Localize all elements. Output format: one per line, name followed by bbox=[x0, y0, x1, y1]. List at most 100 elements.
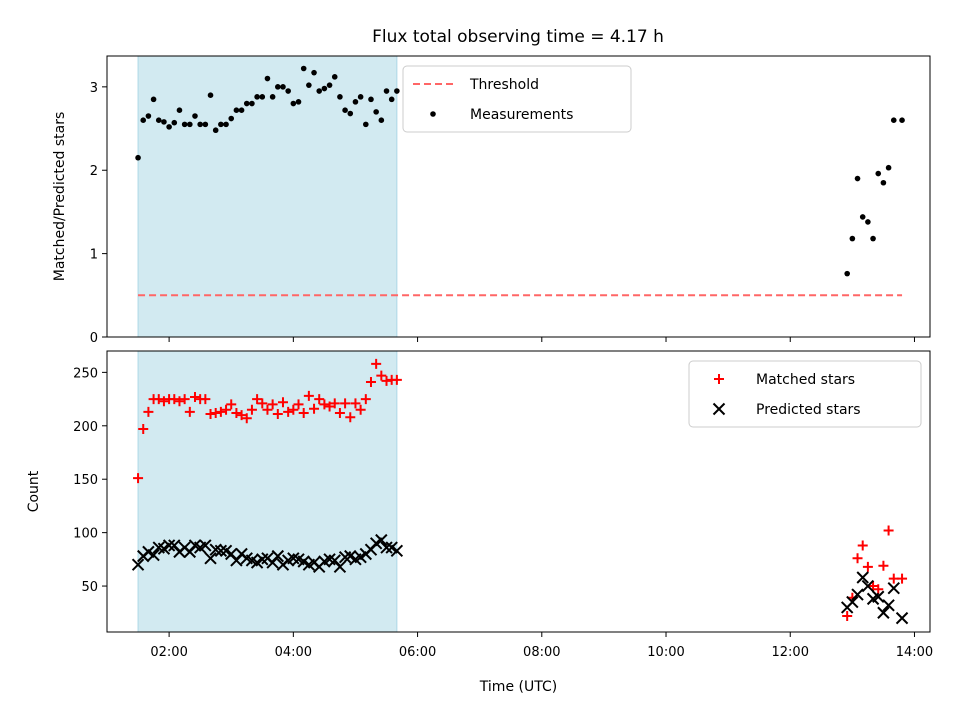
matched-star-point bbox=[857, 540, 868, 551]
predicted-star-point bbox=[846, 595, 859, 609]
measurement-point bbox=[899, 117, 905, 124]
measurement-point bbox=[238, 107, 245, 113]
matched-star-point bbox=[200, 394, 211, 405]
measurement-point bbox=[243, 100, 250, 107]
measurement-point bbox=[306, 82, 312, 88]
legend: Matched stars Predicted stars bbox=[688, 360, 922, 428]
matched-star-point bbox=[345, 412, 356, 423]
y-tick-label: 200 bbox=[73, 420, 98, 435]
series-matched-stars bbox=[133, 358, 908, 621]
measurement-point bbox=[321, 85, 328, 92]
measurement-point bbox=[331, 74, 338, 80]
measurement-point bbox=[259, 94, 266, 100]
measurement-point bbox=[316, 88, 323, 94]
measurement-point bbox=[880, 179, 887, 186]
matched-star-point bbox=[324, 401, 335, 412]
matched-star-point bbox=[143, 406, 154, 417]
predicted-star-point bbox=[877, 606, 890, 619]
predicted-star-point bbox=[856, 571, 869, 584]
matched-star-point bbox=[293, 399, 304, 410]
measurement-point bbox=[197, 121, 203, 128]
matched-star-point bbox=[205, 409, 216, 420]
measurement-point bbox=[212, 127, 219, 134]
matched-star-point bbox=[350, 398, 361, 409]
matched-star-point bbox=[314, 394, 325, 405]
measurement-point bbox=[363, 121, 369, 128]
matched-star-point bbox=[883, 525, 894, 536]
chart-title: Flux total observing time = 4.17 h bbox=[372, 27, 664, 47]
measurement-point bbox=[140, 117, 147, 124]
matched-star-point bbox=[184, 406, 195, 417]
series-predicted-stars bbox=[131, 533, 909, 625]
measurement-point bbox=[192, 113, 198, 119]
matched-star-point bbox=[303, 390, 314, 401]
x-tick-label: 08:00 bbox=[523, 645, 560, 660]
measurement-point bbox=[150, 96, 157, 103]
y-axis-label: Count bbox=[26, 470, 42, 512]
y-tick-label: 250 bbox=[73, 366, 98, 381]
measurement-point bbox=[885, 164, 892, 171]
measurement-point bbox=[378, 117, 385, 124]
measurement-point bbox=[383, 88, 390, 94]
measurement-point bbox=[135, 154, 141, 161]
bottom-panel-star-counts: 50 100 150 200 250 02:00 04:00 06:00 08:00 10:00 1… bbox=[26, 350, 933, 695]
measurement-point bbox=[254, 94, 260, 100]
legend-entry-label: Predicted stars bbox=[756, 402, 861, 418]
measurement-point bbox=[264, 75, 271, 82]
y-axis-label: Matched/Predicted stars bbox=[52, 112, 68, 282]
measurement-point bbox=[337, 94, 343, 100]
matched-star-point bbox=[252, 394, 263, 405]
y-tick-label: 150 bbox=[73, 473, 98, 488]
measurement-point bbox=[228, 115, 235, 122]
measurement-point bbox=[849, 235, 856, 242]
matched-star-point bbox=[174, 396, 185, 407]
predicted-star-point bbox=[380, 541, 393, 554]
measurement-point bbox=[875, 170, 882, 177]
predicted-star-point bbox=[199, 539, 212, 552]
predicted-star-point bbox=[333, 560, 347, 574]
measurement-point bbox=[161, 119, 167, 125]
y-tick-label: 3 bbox=[90, 81, 98, 96]
predicted-star-point bbox=[162, 539, 176, 552]
measurement-point bbox=[181, 121, 188, 128]
measurement-point bbox=[373, 109, 379, 115]
measurement-point bbox=[394, 88, 400, 94]
matched-star-point bbox=[288, 404, 299, 415]
predicted-star-point bbox=[147, 548, 160, 562]
predicted-star-point bbox=[390, 544, 404, 558]
measurement-point bbox=[155, 117, 162, 124]
measurement-point bbox=[890, 117, 897, 124]
predicted-star-point bbox=[214, 544, 228, 558]
matched-star-point bbox=[189, 391, 200, 402]
measurement-point bbox=[388, 96, 395, 103]
matched-star-point bbox=[210, 407, 221, 418]
matched-star-point bbox=[179, 394, 190, 405]
measurement-point bbox=[145, 113, 152, 119]
matched-star-point bbox=[329, 398, 340, 409]
x-tick-label: 12:00 bbox=[772, 645, 809, 660]
measurement-point bbox=[202, 121, 209, 128]
measurement-point bbox=[347, 110, 354, 117]
measurement-point bbox=[854, 175, 861, 182]
matched-star-point bbox=[862, 561, 873, 572]
matched-star-point bbox=[340, 398, 351, 409]
legend-box bbox=[688, 360, 922, 428]
matched-star-point bbox=[272, 409, 283, 420]
measurement-point bbox=[269, 94, 276, 100]
y-tick-label: 2 bbox=[90, 164, 98, 179]
matched-star-point bbox=[873, 584, 884, 595]
predicted-star-point bbox=[861, 579, 875, 593]
matched-star-point bbox=[309, 403, 320, 414]
x-axis-label: Time (UTC) bbox=[479, 679, 557, 695]
y-tick-label: 0 bbox=[90, 331, 98, 346]
matched-star-point bbox=[138, 423, 149, 434]
legend-box bbox=[402, 65, 632, 133]
matched-star-point bbox=[371, 358, 382, 369]
matched-star-point bbox=[257, 398, 268, 409]
predicted-star-point bbox=[375, 533, 388, 547]
legend-predicted-swatch bbox=[712, 402, 726, 416]
matched-star-point bbox=[246, 404, 257, 415]
matched-star-point bbox=[267, 399, 278, 410]
matched-star-point bbox=[169, 394, 180, 405]
measurement-point bbox=[342, 107, 348, 113]
